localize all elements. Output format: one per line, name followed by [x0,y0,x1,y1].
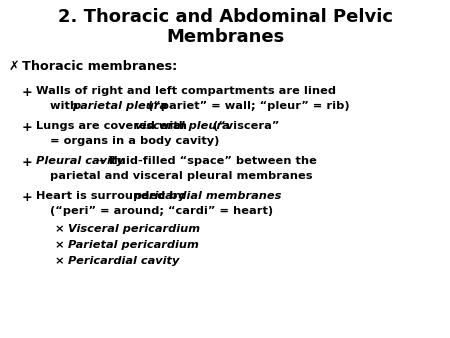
Text: (“viscera”: (“viscera” [201,121,279,131]
Text: Membranes: Membranes [166,28,284,46]
Text: visceral pleura: visceral pleura [135,121,230,131]
Text: ×: × [55,240,64,250]
Text: Pleural cavity: Pleural cavity [36,156,124,166]
Text: parietal and visceral pleural membranes: parietal and visceral pleural membranes [50,171,312,181]
Text: +: + [22,86,33,99]
Text: ×: × [55,224,64,234]
Text: = organs in a body cavity): = organs in a body cavity) [50,136,220,146]
Text: +: + [22,191,33,204]
Text: (“peri” = around; “cardi” = heart): (“peri” = around; “cardi” = heart) [50,206,273,216]
Text: +: + [22,121,33,134]
Text: Walls of right and left compartments are lined: Walls of right and left compartments are… [36,86,336,96]
Text: Pericardial cavity: Pericardial cavity [68,256,180,266]
Text: with: with [50,101,82,111]
Text: pericardial membranes: pericardial membranes [133,191,281,201]
Text: – fluid-filled “space” between the: – fluid-filled “space” between the [95,156,317,166]
Text: ✗: ✗ [8,60,18,73]
Text: (“pariet” = wall; “pleur” = rib): (“pariet” = wall; “pleur” = rib) [144,101,350,111]
Text: 2. Thoracic and Abdominal Pelvic: 2. Thoracic and Abdominal Pelvic [58,8,392,26]
Text: Visceral pericardium: Visceral pericardium [68,224,200,234]
Text: +: + [22,156,33,169]
Text: Thoracic membranes:: Thoracic membranes: [22,60,177,73]
Text: Lungs are covered with: Lungs are covered with [36,121,191,131]
Text: ×: × [55,256,64,266]
Text: Heart is surrounded by: Heart is surrounded by [36,191,189,201]
Text: Parietal pericardium: Parietal pericardium [68,240,199,250]
Text: parietal pleura: parietal pleura [72,101,167,111]
